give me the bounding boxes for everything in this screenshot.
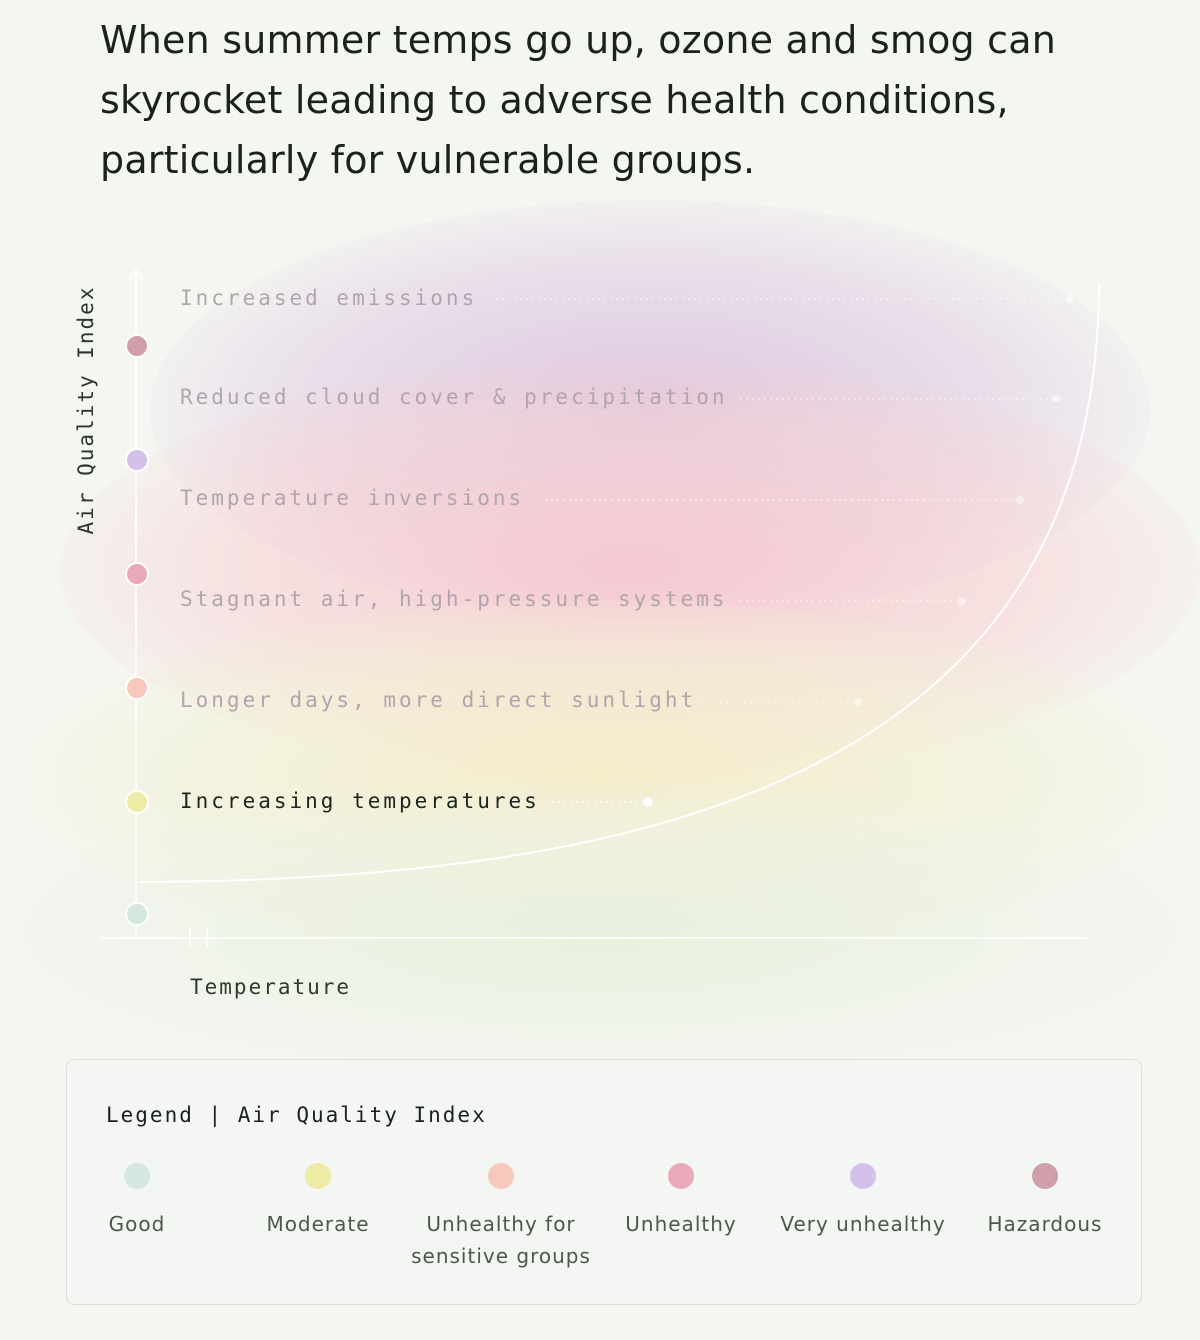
aqi-marker-unhealthy-sensitive bbox=[125, 676, 149, 700]
chart-area bbox=[100, 268, 1100, 948]
factor-label-temperature-inversions[interactable]: Temperature inversions bbox=[180, 486, 525, 510]
legend-label-unhealthy-sensitive: Unhealthy for sensitive groups bbox=[411, 1212, 591, 1268]
legend-item-very-unhealthy: Very unhealthy bbox=[763, 1163, 963, 1240]
y-axis-arrow bbox=[128, 268, 144, 280]
connector-end-dot bbox=[1052, 395, 1060, 403]
connector-end-dot bbox=[1016, 496, 1024, 504]
connector-end-dot bbox=[958, 597, 966, 605]
aqi-marker-good bbox=[125, 902, 149, 926]
legend-swatch-hazardous bbox=[1032, 1163, 1058, 1189]
legend-box: Legend | Air Quality Index Good Moderate… bbox=[66, 1059, 1142, 1305]
aqi-marker-very-unhealthy bbox=[125, 448, 149, 472]
legend-swatch-moderate bbox=[305, 1163, 331, 1189]
legend-swatch-unhealthy-sensitive bbox=[488, 1163, 514, 1189]
legend-label-good: Good bbox=[108, 1212, 166, 1236]
factor-label-increasing-temperatures[interactable]: Increasing temperatures bbox=[180, 789, 540, 813]
factor-label-stagnant-air[interactable]: Stagnant air, high-pressure systems bbox=[180, 587, 728, 611]
connector-end-dot bbox=[1066, 295, 1074, 303]
legend-swatch-good bbox=[124, 1163, 150, 1189]
factor-label-increased-emissions[interactable]: Increased emissions bbox=[180, 286, 478, 310]
legend-label-very-unhealthy: Very unhealthy bbox=[780, 1212, 946, 1236]
aqi-marker-hazardous bbox=[125, 334, 149, 358]
aqi-level-markers bbox=[125, 334, 149, 926]
legend-item-unhealthy: Unhealthy bbox=[581, 1163, 781, 1240]
legend-item-hazardous: Hazardous bbox=[945, 1163, 1145, 1240]
legend-item-good: Good bbox=[37, 1163, 237, 1240]
legend-label-unhealthy: Unhealthy bbox=[625, 1212, 737, 1236]
legend-label-hazardous: Hazardous bbox=[987, 1212, 1103, 1236]
legend-swatch-very-unhealthy bbox=[850, 1163, 876, 1189]
connector-end-dot bbox=[643, 797, 653, 807]
legend-swatch-unhealthy bbox=[668, 1163, 694, 1189]
x-axis-label: Temperature bbox=[190, 975, 352, 999]
factor-label-reduced-cloud-cover[interactable]: Reduced cloud cover & precipitation bbox=[180, 385, 728, 409]
y-axis-label: Air Quality Index bbox=[74, 285, 98, 535]
legend-title: Legend | Air Quality Index bbox=[106, 1103, 487, 1127]
aqi-marker-moderate bbox=[125, 790, 149, 814]
legend-item-unhealthy-sensitive: Unhealthy for sensitive groups bbox=[401, 1163, 601, 1272]
factor-label-longer-days[interactable]: Longer days, more direct sunlight bbox=[180, 688, 697, 712]
factor-connectors bbox=[496, 295, 1074, 807]
aqi-marker-unhealthy bbox=[125, 562, 149, 586]
connector-end-dot bbox=[854, 698, 862, 706]
headline: When summer temps go up, ozone and smog … bbox=[100, 18, 1056, 182]
legend-item-moderate: Moderate bbox=[218, 1163, 418, 1240]
aqi-curve bbox=[137, 283, 1100, 883]
legend-label-moderate: Moderate bbox=[266, 1212, 370, 1236]
